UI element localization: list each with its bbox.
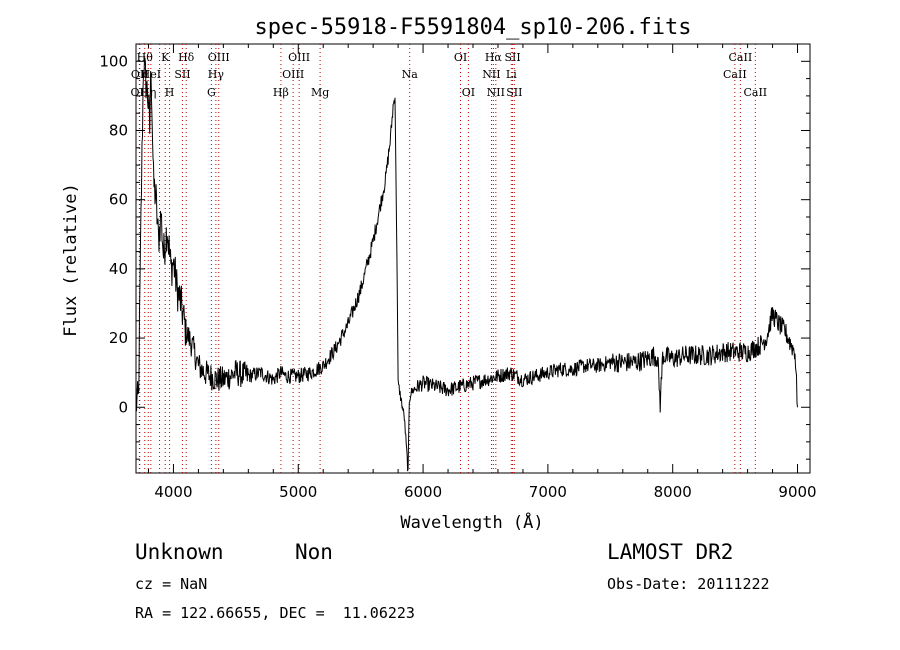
spectral-line-label: OI <box>454 51 467 64</box>
y-tick-label: 60 <box>109 191 128 209</box>
spectral-line-label: CaII <box>723 68 747 81</box>
spectral-line-label: SII <box>506 86 522 99</box>
redshift-cz: cz = NaN <box>135 575 208 593</box>
spectral-line-label: K <box>161 51 170 64</box>
spectral-line-label: G <box>207 86 216 99</box>
y-tick-label: 20 <box>109 329 128 347</box>
spectral-line-label: Hβ <box>273 86 289 99</box>
x-tick-label: 6000 <box>404 483 442 501</box>
spectral-subclass: Non <box>295 540 333 564</box>
spectral-line-label: Li <box>506 68 517 81</box>
spectral-line-label: OI <box>462 86 475 99</box>
data-release: LAMOST DR2 <box>607 540 734 564</box>
x-tick-label: 7000 <box>529 483 567 501</box>
spectral-line-label: OII <box>131 86 149 99</box>
x-tick-label: 8000 <box>654 483 692 501</box>
spectral-line-label: Mg <box>311 86 329 99</box>
spectrum-line <box>135 56 798 472</box>
spectral-line-label: Hη <box>140 86 156 99</box>
observation-date: Obs-Date: 20111222 <box>607 575 770 593</box>
spectral-line-label: SII <box>504 51 520 64</box>
spectral-line-label: H <box>165 86 175 99</box>
y-tick-label: 0 <box>118 398 128 416</box>
x-tick-label: 4000 <box>154 483 192 501</box>
chart-title: spec-55918-F5591804_sp10-206.fits <box>254 15 691 40</box>
spectral-line-label: Hα <box>485 51 503 64</box>
x-tick-label: 9000 <box>778 483 816 501</box>
y-tick-label: 40 <box>109 260 128 278</box>
spectral-line-label: OIII <box>282 68 304 81</box>
y-tick-label: 100 <box>99 52 128 70</box>
spectral-line-label: OIII <box>208 51 230 64</box>
y-tick-label: 80 <box>109 121 128 139</box>
plot-frame <box>135 43 811 474</box>
spectral-line-label: NII <box>487 86 505 99</box>
spectral-line-label: NII <box>482 68 500 81</box>
y-axis-label: Flux (relative) <box>61 183 81 337</box>
spectral-line-label: Na <box>402 68 419 81</box>
spectral-line-label: SII <box>174 68 190 81</box>
coordinates: RA = 122.66655, DEC = 11.06223 <box>135 604 415 622</box>
spectral-line-label: Hγ <box>208 68 225 81</box>
spectral-class: Unknown <box>135 540 224 564</box>
spectral-line-label: CaII <box>729 51 753 64</box>
spectral-line-label: OIII <box>288 51 310 64</box>
x-axis-label: Wavelength (Å) <box>400 511 543 533</box>
spectral-line-label: Hδ <box>178 51 195 64</box>
x-tick-label: 5000 <box>279 483 317 501</box>
spectral-line-label: CaII <box>743 86 767 99</box>
